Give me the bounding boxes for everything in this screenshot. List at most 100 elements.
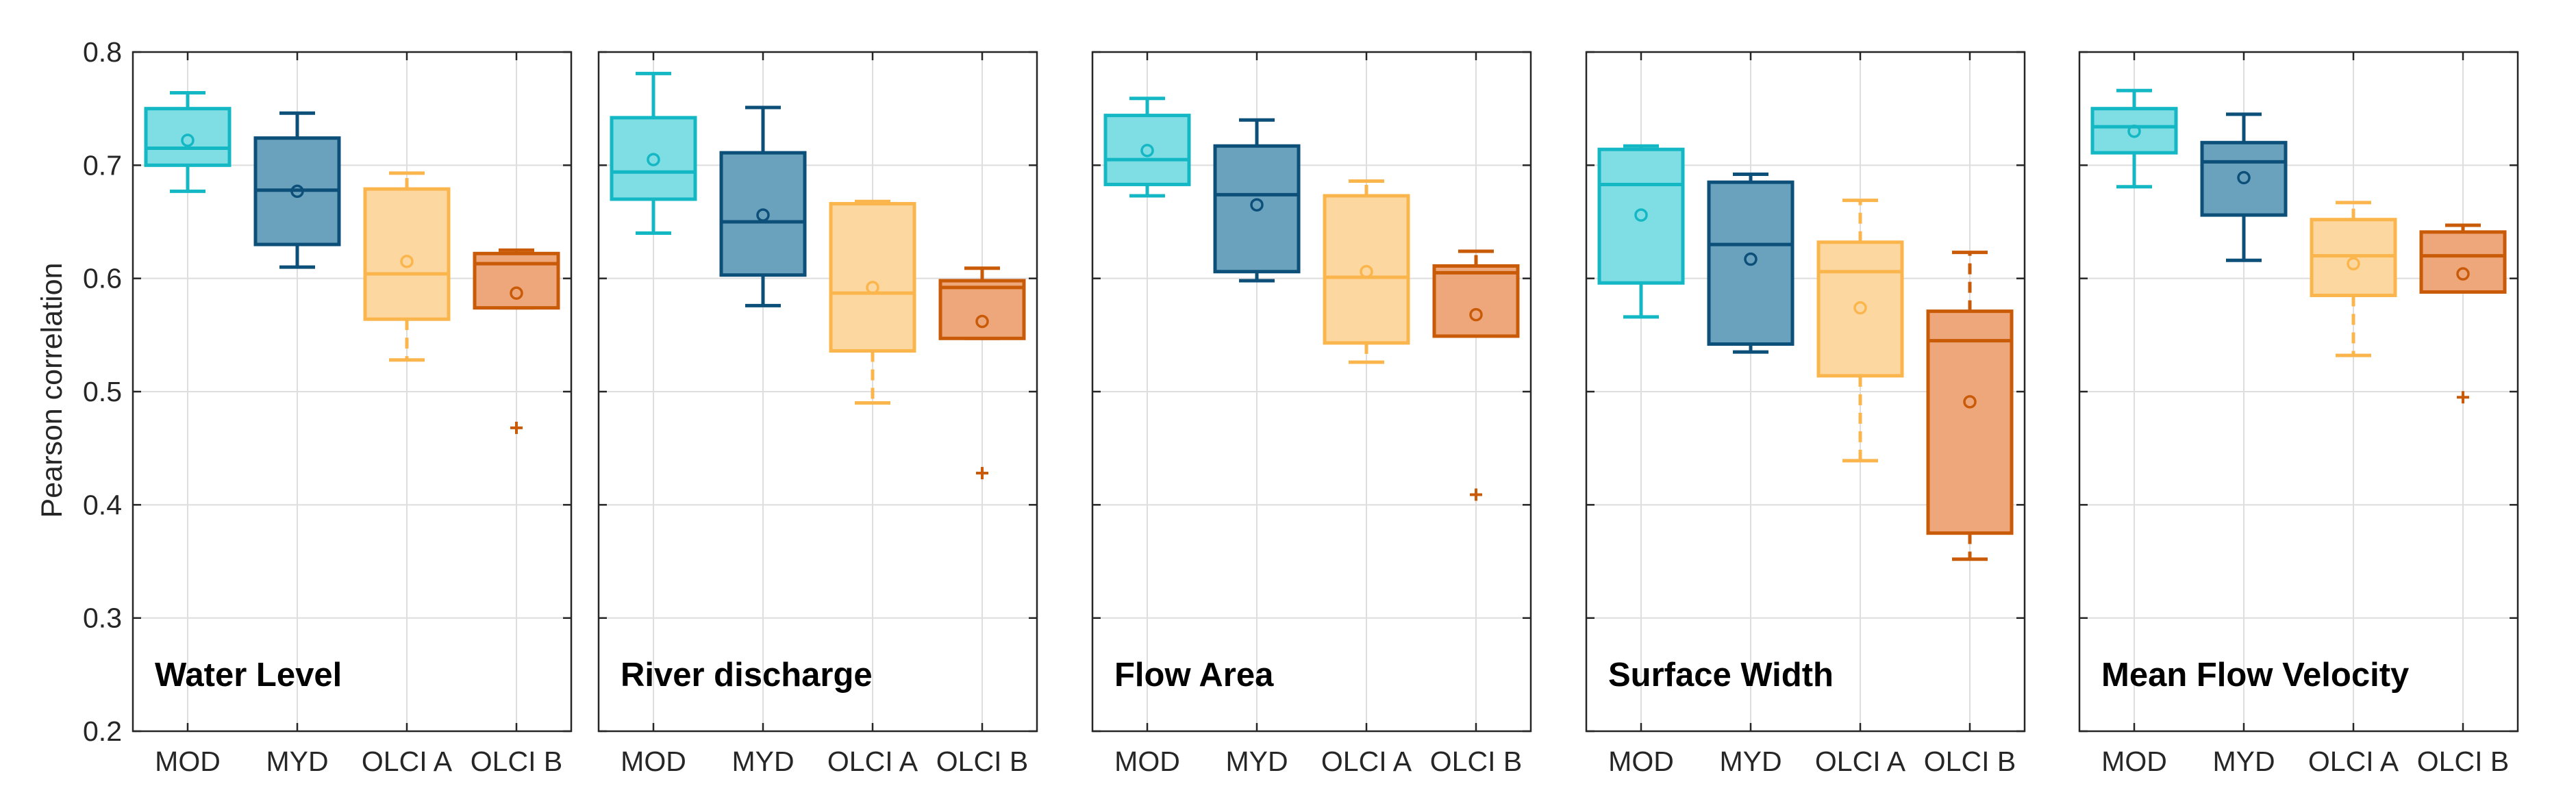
mean-marker	[1360, 264, 1373, 279]
mean-marker	[2456, 267, 2470, 281]
box-myd	[2200, 112, 2288, 262]
mean-marker	[647, 153, 660, 166]
box-mod	[1103, 97, 1191, 198]
y-tick-label: 0.3	[83, 602, 122, 634]
y-tick-label: 0.7	[83, 149, 122, 181]
x-tick-label: MOD	[1608, 746, 1674, 777]
box-olci-b	[938, 266, 1026, 480]
x-tick-label: OLCI B	[2417, 746, 2509, 777]
box-mod	[2090, 88, 2178, 189]
box-olci-a	[1323, 179, 1410, 364]
panel-1: MOD MYD OLCI A OLCI B 0.2 0.3 0.4 0.5 0.6 0.7 0.8 W…	[83, 36, 573, 777]
mean-marker	[181, 134, 195, 147]
mean-marker	[2127, 124, 2141, 138]
box-body	[1103, 114, 1191, 186]
y-tick-label: 0.4	[83, 489, 122, 520]
box-olci-b	[1432, 249, 1520, 501]
mean-marker	[756, 208, 770, 222]
x-tick-label: OLCI B	[936, 746, 1028, 777]
mean-marker	[290, 184, 304, 199]
panel-3: MOD MYD OLCI A OLCI B Flow Area	[1091, 51, 1532, 777]
y-tick-label: 0.6	[83, 263, 122, 294]
box-body	[2090, 107, 2178, 155]
box-body	[363, 187, 451, 321]
panel-title: River discharge	[621, 657, 873, 694]
box-body	[829, 202, 916, 353]
box-body	[1213, 144, 1301, 274]
box-body	[1707, 180, 1795, 346]
x-tick-label: OLCI A	[827, 746, 918, 777]
box-olci-b	[1926, 251, 2014, 561]
x-tick-label: MYD	[2212, 746, 2275, 777]
mean-marker	[400, 255, 414, 268]
box-myd	[1213, 118, 1301, 283]
x-tick-label: MYD	[731, 746, 794, 777]
mean-marker	[1469, 307, 1483, 322]
panel-title: Mean Flow Velocity	[2101, 657, 2409, 694]
panel-5: MOD MYD OLCI A OLCI B Mean Flow Velocity	[2078, 51, 2519, 777]
mean-marker	[2347, 257, 2360, 270]
x-tick-label: MOD	[2101, 746, 2167, 777]
box-mod	[1597, 144, 1685, 319]
box-body	[610, 116, 697, 201]
mean-marker	[1634, 208, 1648, 222]
box-body	[1816, 240, 1904, 378]
y-tick-label: 0.8	[83, 36, 122, 68]
outlier-marker	[976, 467, 988, 480]
panel-4: MOD MYD OLCI A OLCI B Surface Width	[1585, 51, 2026, 777]
y-tick-label: 0.5	[83, 376, 122, 407]
outlier-marker	[1470, 488, 1482, 501]
box-body	[1926, 309, 2014, 535]
panel-title: Flow Area	[1114, 657, 1274, 694]
x-tick-label: MOD	[1114, 746, 1180, 777]
x-tick-label: MOD	[155, 746, 221, 777]
box-body	[144, 107, 232, 167]
mean-marker	[2237, 170, 2251, 185]
x-tick-label: OLCI B	[1430, 746, 1522, 777]
box-body	[1597, 147, 1685, 285]
x-tick-label: MYD	[1719, 746, 1781, 777]
mean-marker	[510, 286, 523, 300]
panel-title: Water Level	[155, 657, 342, 694]
x-tick-label: MYD	[266, 746, 328, 777]
x-tick-label: OLCI B	[471, 746, 562, 777]
box-olci-a	[1816, 199, 1904, 463]
box-olci-b	[473, 248, 560, 434]
box-body	[1323, 194, 1410, 345]
mean-marker	[975, 314, 989, 329]
mean-marker	[1963, 395, 1977, 409]
box-olci-a	[829, 199, 916, 405]
x-tick-label: OLCI A	[1815, 746, 1906, 777]
x-tick-label: OLCI A	[2308, 746, 2399, 777]
box-body	[2419, 230, 2507, 294]
x-tick-label: MOD	[621, 746, 686, 777]
box-olci-b	[2419, 223, 2507, 404]
outlier-marker	[2457, 391, 2469, 404]
mean-marker	[1744, 252, 1758, 266]
box-olci-a	[2310, 201, 2397, 357]
box-body	[938, 279, 1026, 340]
box-olci-a	[363, 171, 451, 362]
mean-marker	[866, 281, 879, 294]
x-tick-label: MYD	[1225, 746, 1288, 777]
box-mod	[144, 91, 232, 193]
x-tick-label: OLCI B	[1924, 746, 2016, 777]
panel-title: Surface Width	[1608, 657, 1834, 694]
box-myd	[719, 105, 807, 307]
x-tick-label: OLCI A	[362, 746, 453, 777]
box-body	[719, 151, 807, 277]
y-axis-label: Pearson correlation	[36, 263, 68, 518]
mean-marker	[1250, 198, 1264, 212]
y-tick-label: 0.2	[83, 715, 122, 747]
mean-marker	[1140, 144, 1154, 157]
x-tick-label: OLCI A	[1321, 746, 1412, 777]
box-myd	[253, 111, 341, 269]
box-body	[2200, 140, 2288, 217]
panel-2: MOD MYD OLCI A OLCI B River discharge	[597, 51, 1038, 777]
outlier-marker	[510, 421, 523, 434]
box-myd	[1707, 173, 1795, 354]
box-body	[1432, 264, 1520, 338]
mean-marker	[1853, 301, 1867, 315]
box-mod	[610, 71, 697, 236]
